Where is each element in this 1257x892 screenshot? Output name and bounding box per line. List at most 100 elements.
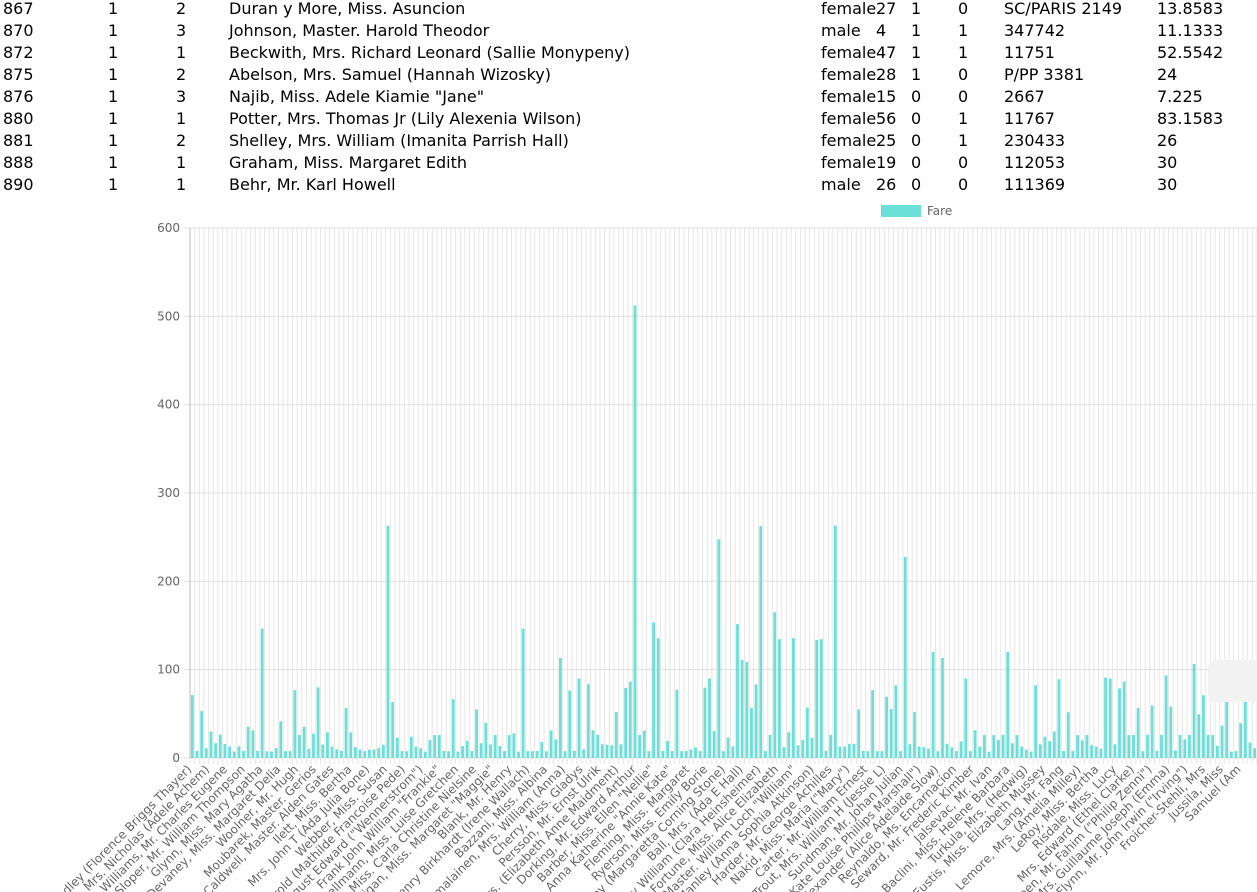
- bar-fare: [959, 741, 963, 758]
- bar-fare: [381, 744, 385, 758]
- bar-fare: [624, 688, 628, 758]
- bar-fare: [717, 539, 721, 758]
- bar-fare: [204, 748, 208, 758]
- bar-fare: [423, 751, 427, 758]
- bar-fare: [442, 750, 446, 758]
- bar-fare: [405, 751, 409, 758]
- bar-fare: [1094, 746, 1098, 758]
- bar-fare: [796, 745, 800, 758]
- cell-fare: 24: [1157, 65, 1178, 84]
- bar-fare: [1188, 735, 1191, 758]
- bar-fare: [875, 751, 879, 758]
- cell-ticket: 2667: [1004, 87, 1045, 106]
- bar-fare: [945, 743, 949, 758]
- cell-name: Beckwith, Mrs. Richard Leonard (Sallie M…: [229, 43, 631, 62]
- cell-ticket: 347742: [1004, 21, 1066, 40]
- bar-fare: [321, 744, 325, 758]
- cell-parch: 0: [958, 0, 969, 18]
- table-row: 890 1 1 Behr, Mr. Karl Howell male 26 0 0 111369…: [0, 174, 1257, 196]
- cell-parch: 0: [958, 153, 969, 172]
- bar-fare: [819, 639, 823, 758]
- bar-fare: [451, 699, 455, 758]
- cell-parch: 1: [958, 131, 969, 150]
- y-tick-label: 200: [157, 574, 180, 588]
- cell-id: 875: [3, 65, 34, 84]
- bar-fare: [195, 751, 199, 758]
- bar-fare: [1024, 749, 1028, 758]
- bar-fare: [810, 737, 814, 758]
- bar-fare: [1178, 735, 1182, 758]
- cell-age: 56: [876, 109, 897, 128]
- bar-fare: [190, 695, 194, 758]
- bar-fare: [1132, 735, 1135, 758]
- bar-fare: [992, 735, 996, 758]
- bar-fare: [307, 748, 311, 758]
- bar-fare: [354, 746, 357, 758]
- y-tick-label: 400: [157, 398, 180, 412]
- bar-fare: [983, 735, 986, 758]
- bar-fare: [731, 746, 735, 758]
- bar-fare: [1006, 652, 1010, 758]
- bar-fare: [298, 735, 301, 758]
- bar-fare: [619, 744, 623, 758]
- cell-sex: female: [821, 87, 877, 106]
- bar-fare: [377, 748, 381, 758]
- bar-fare: [941, 657, 944, 758]
- y-tick-label: 600: [157, 221, 180, 235]
- bar-fare: [479, 743, 483, 758]
- cell-survived: 1: [108, 43, 119, 62]
- cell-sex: female: [821, 65, 877, 84]
- bar-fare: [437, 735, 441, 758]
- bar-fare: [1029, 751, 1033, 758]
- cell-name: Shelley, Mrs. William (Imanita Parrish H…: [229, 131, 569, 150]
- bar-fare: [512, 733, 516, 758]
- bar-fare: [647, 751, 651, 758]
- bar-fare: [973, 730, 977, 758]
- cell-survived: 1: [108, 153, 119, 172]
- bar-fare: [913, 712, 916, 758]
- bar-fare: [535, 751, 539, 758]
- bar-fare: [997, 739, 1000, 758]
- bar-fare: [1248, 742, 1252, 758]
- cell-parch: 1: [958, 21, 969, 40]
- bar-fare: [642, 730, 646, 758]
- bar-fare: [489, 744, 492, 758]
- bar-fare: [456, 751, 460, 758]
- cell-pclass: 1: [176, 43, 187, 62]
- bar-fare: [367, 749, 371, 758]
- bar-fare: [852, 743, 856, 758]
- bar-fare: [899, 751, 902, 758]
- cell-sibsp: 1: [911, 43, 922, 62]
- cell-survived: 1: [108, 65, 119, 84]
- cell-name: Johnson, Master. Harold Theodor: [229, 21, 490, 40]
- bar-fare: [866, 751, 870, 758]
- cell-pclass: 2: [176, 65, 187, 84]
- bar-fare: [759, 526, 763, 758]
- bar-fare: [559, 657, 562, 758]
- bar-fare: [722, 751, 725, 758]
- bar-fare: [684, 750, 688, 758]
- bar-fare: [1146, 734, 1149, 758]
- cell-sex: female: [821, 131, 877, 150]
- chart-scroll-handle[interactable]: [1208, 660, 1257, 702]
- bar-fare: [726, 737, 730, 758]
- bar-fare: [1229, 751, 1233, 758]
- bar-fare: [1127, 735, 1131, 758]
- cell-sibsp: 0: [911, 109, 922, 128]
- bar-fare: [708, 678, 711, 758]
- bar-fare: [680, 751, 683, 758]
- cell-pclass: 1: [176, 109, 187, 128]
- cell-id: 880: [3, 109, 34, 128]
- bar-fare: [1062, 751, 1066, 758]
- cell-ticket: 11767: [1004, 109, 1055, 128]
- bar-fare: [274, 748, 278, 758]
- bar-fare: [1225, 660, 1229, 758]
- cell-id: 870: [3, 21, 34, 40]
- bar-fare: [414, 746, 418, 758]
- bar-fare: [395, 737, 399, 758]
- bar-fare: [903, 557, 907, 758]
- bar-fare: [689, 749, 693, 758]
- bar-fare: [778, 639, 781, 758]
- cell-pclass: 2: [176, 0, 187, 18]
- bar-fare: [1015, 735, 1019, 758]
